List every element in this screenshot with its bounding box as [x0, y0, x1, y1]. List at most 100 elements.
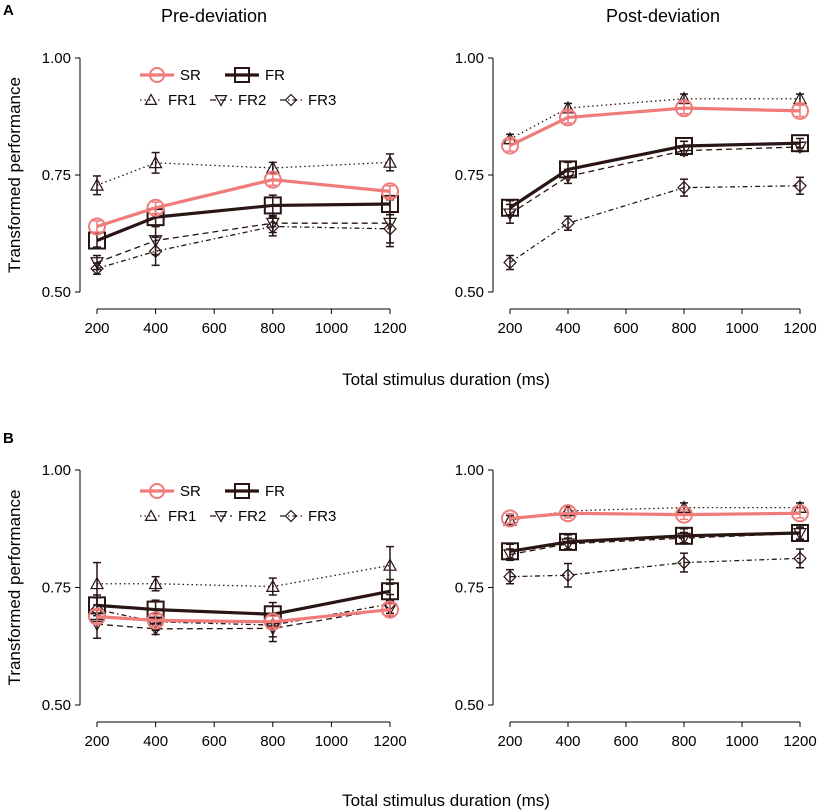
x-tick-label-A-pre-5: 1200	[373, 320, 406, 337]
series-SR-B-pre	[88, 600, 399, 631]
x-tick-label-B-post-2: 600	[613, 733, 638, 750]
x-tick-label-A-post-5: 1200	[783, 320, 816, 337]
point-SR-A-pre-0	[88, 217, 106, 236]
point-SR-B-pre-2	[263, 612, 282, 631]
line-SR-B-pre	[96, 607, 391, 624]
line-FR1-B-pre	[97, 564, 391, 588]
point-FR1-B-pre-2	[265, 579, 280, 592]
point-FR1-B-pre-0	[89, 576, 105, 590]
point-FR1-B-pre-1	[148, 576, 163, 590]
legend-marker-SR-B-pre	[149, 483, 165, 499]
point-FR3-B-post-2	[677, 555, 691, 570]
legend-B-pre: SR FR FR1 FR2 FR3	[140, 483, 336, 525]
legend-marker-FR2-B-pre	[214, 511, 228, 523]
point-FR-B-post-3	[791, 523, 809, 542]
legend-marker-SR-A-pre	[149, 67, 165, 83]
panel-label-a: A	[3, 2, 14, 19]
line-SR-B-post	[509, 511, 801, 521]
y-tick-label-B-pre-1: 0.75	[42, 580, 71, 597]
point-FR3-A-pre-0	[90, 261, 104, 276]
x-tick-label-A-pre-4: 1000	[315, 320, 348, 337]
point-SR-B-post-3	[791, 504, 809, 523]
series-FR2-A-pre	[89, 199, 398, 271]
series-FR-A-pre	[88, 194, 399, 250]
point-FR3-A-post-1	[561, 216, 575, 231]
x-tick-label-A-pre-2: 600	[202, 320, 227, 337]
legend-marker-FR-B-pre	[234, 483, 250, 499]
point-FR3-B-post-1	[561, 568, 575, 583]
xlabel-panel-b: Total stimulus duration (ms)	[342, 791, 550, 810]
point-FR1-A-pre-0	[89, 178, 105, 191]
point-FR3-A-pre-1	[148, 244, 163, 259]
point-FR-A-post-0	[501, 198, 519, 217]
y-tick-label-B-post-2: 1.00	[455, 462, 484, 479]
chart-B-post: 0.50 0.75 1.00 200 400 600 800 1000 1200	[455, 462, 817, 750]
line-SR-A-post	[509, 106, 801, 147]
point-FR2-A-pre-2	[265, 217, 280, 231]
point-FR3-A-post-0	[503, 255, 517, 270]
chart-A-post: 0.50 0.75 1.00 200 400 600 800 1000 1200	[455, 50, 817, 337]
title-post-deviation: Post-deviation	[606, 6, 720, 26]
x-tick-label-A-pre-1: 400	[143, 320, 168, 337]
legend-label-FR1-B-pre: FR1	[168, 508, 196, 525]
point-FR1-A-pre-2	[265, 160, 280, 174]
ylabel-B-pre: Transformed performance	[5, 490, 24, 686]
line-FR2-A-post	[509, 146, 801, 215]
xlabel-panel-a: Total stimulus duration (ms)	[342, 370, 550, 389]
line-FR-B-pre	[96, 589, 391, 616]
legend-marker-FR3-B-pre	[284, 509, 298, 523]
legend-marker-FR1-B-pre	[144, 509, 158, 522]
line-FR1-A-post	[509, 98, 800, 140]
point-SR-A-pre-3	[381, 182, 399, 201]
point-SR-B-pre-0	[88, 607, 106, 626]
point-SR-A-post-0	[501, 136, 519, 155]
y-tick-label-A-post-1: 0.75	[455, 167, 484, 184]
line-FR3-A-pre	[96, 225, 391, 270]
series-FR3-A-post	[503, 176, 807, 271]
point-SR-B-post-1	[559, 504, 577, 523]
legend-A-pre: SR FR FR1 FR2 FR3	[140, 67, 336, 109]
point-SR-B-post-2	[675, 505, 693, 524]
legend-marker-FR3-A-pre	[284, 93, 298, 107]
panel-label-b: B	[3, 430, 14, 447]
legend-label-FR3-A-pre: FR3	[308, 92, 336, 109]
x-tick-label-A-post-0: 200	[497, 320, 522, 337]
x-tick-label-B-pre-5: 1200	[373, 733, 406, 750]
series-FR1-A-post	[502, 91, 808, 145]
legend-label-FR2-A-pre: FR2	[238, 92, 266, 109]
point-FR2-A-pre-1	[148, 235, 163, 248]
y-tick-label-A-post-2: 1.00	[455, 50, 484, 67]
line-SR-A-pre	[96, 178, 391, 229]
series-FR1-A-pre	[89, 151, 398, 196]
x-tick-label-A-post-1: 400	[555, 320, 580, 337]
point-SR-B-pre-3	[381, 600, 399, 619]
x-tick-label-B-pre-4: 1000	[315, 733, 348, 750]
legend-label-SR-A-pre: SR	[180, 67, 201, 84]
point-FR1-A-pre-3	[382, 155, 398, 168]
line-FR-A-pre	[96, 202, 391, 243]
x-tick-label-B-post-4: 1000	[725, 733, 758, 750]
plots-container: 0.50 0.75 1.00 200 400 600 800 1000 1200 Transfor…	[5, 50, 817, 750]
point-FR3-A-post-2	[677, 180, 691, 195]
x-tick-label-B-post-0: 200	[497, 733, 522, 750]
line-FR3-A-post	[509, 185, 801, 264]
y-tick-label-B-pre-0: 0.50	[42, 697, 71, 714]
point-FR-B-post-0	[501, 542, 519, 561]
x-tick-label-B-post-5: 1200	[783, 733, 816, 750]
x-tick-label-B-pre-1: 400	[143, 733, 168, 750]
line-FR2-A-pre	[96, 222, 390, 264]
line-FR-B-post	[509, 531, 801, 553]
x-tick-label-A-post-3: 800	[671, 320, 696, 337]
chart-A-pre: 0.50 0.75 1.00 200 400 600 800 1000 1200 Transfor…	[5, 50, 407, 337]
x-tick-label-B-post-3: 800	[671, 733, 696, 750]
point-SR-A-post-2	[675, 99, 693, 118]
line-FR3-B-post	[509, 557, 801, 578]
legend-label-FR3-B-pre: FR3	[308, 508, 336, 525]
x-tick-label-A-pre-3: 800	[260, 320, 285, 337]
series-FR1-B-pre	[89, 545, 398, 606]
series-FR-A-post	[501, 134, 809, 217]
line-FR2-B-pre	[96, 608, 391, 630]
x-tick-label-B-pre-2: 600	[202, 733, 227, 750]
x-tick-label-A-pre-0: 200	[84, 320, 109, 337]
chart-B-pre: 0.50 0.75 1.00 200 400 600 800 1000 1200 Transfor…	[5, 462, 407, 750]
